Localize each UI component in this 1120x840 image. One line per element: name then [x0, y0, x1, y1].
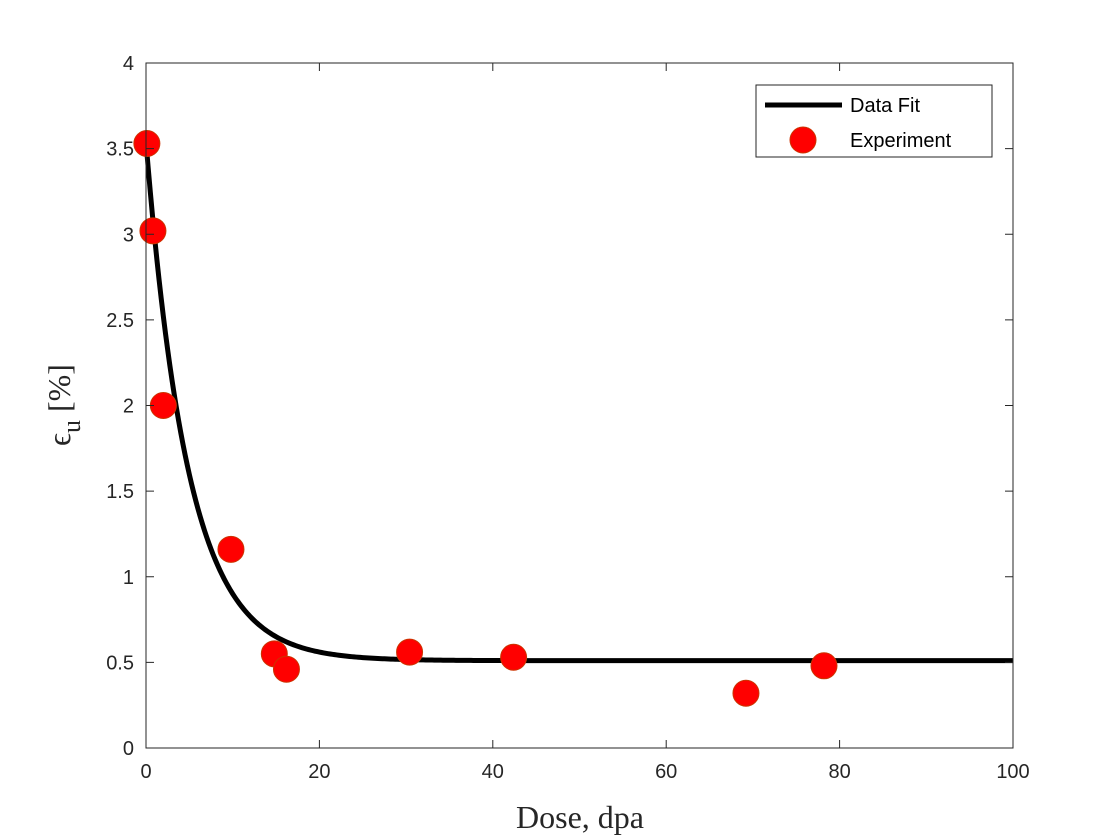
y-axis-label-gap — [41, 412, 77, 420]
y-tick-label: 3.5 — [106, 139, 134, 161]
experiment-point — [501, 644, 527, 670]
y-tick-label: 2 — [123, 396, 134, 418]
experiment-point — [218, 536, 244, 562]
y-axis-label-subscript: u — [57, 420, 86, 433]
experiment-point — [397, 639, 423, 665]
x-tick-label: 0 — [140, 761, 151, 783]
y-tick-label: 4 — [123, 53, 134, 75]
y-tick-label: 3 — [123, 224, 134, 246]
legend: Data Fit Experiment — [756, 85, 992, 157]
legend-label-data-fit: Data Fit — [850, 95, 920, 117]
y-tick-label: 0 — [123, 738, 134, 760]
y-axis-label: ϵu [%] — [41, 364, 86, 446]
y-tick-label: 1 — [123, 567, 134, 589]
x-tick-label: 80 — [828, 761, 850, 783]
experiment-point — [150, 393, 176, 419]
y-tick-label: 1.5 — [106, 481, 134, 503]
x-tick-label: 100 — [996, 761, 1029, 783]
experiment-point — [733, 680, 759, 706]
x-tick-label: 60 — [655, 761, 677, 783]
experiment-point — [134, 130, 160, 156]
y-tick-label: 0.5 — [106, 652, 134, 674]
y-tick-label: 2.5 — [106, 310, 134, 332]
x-tick-label: 20 — [308, 761, 330, 783]
x-axis-label: Dose, dpa — [516, 799, 644, 835]
y-axis-label-symbol: ϵ — [41, 433, 77, 446]
legend-label-experiment: Experiment — [850, 130, 952, 152]
legend-marker-sample — [790, 127, 816, 153]
experiment-point — [811, 653, 837, 679]
x-tick-label: 40 — [482, 761, 504, 783]
experiment-point — [140, 218, 166, 244]
experiment-point — [273, 656, 299, 682]
y-axis-label-unit: [%] — [41, 364, 77, 412]
